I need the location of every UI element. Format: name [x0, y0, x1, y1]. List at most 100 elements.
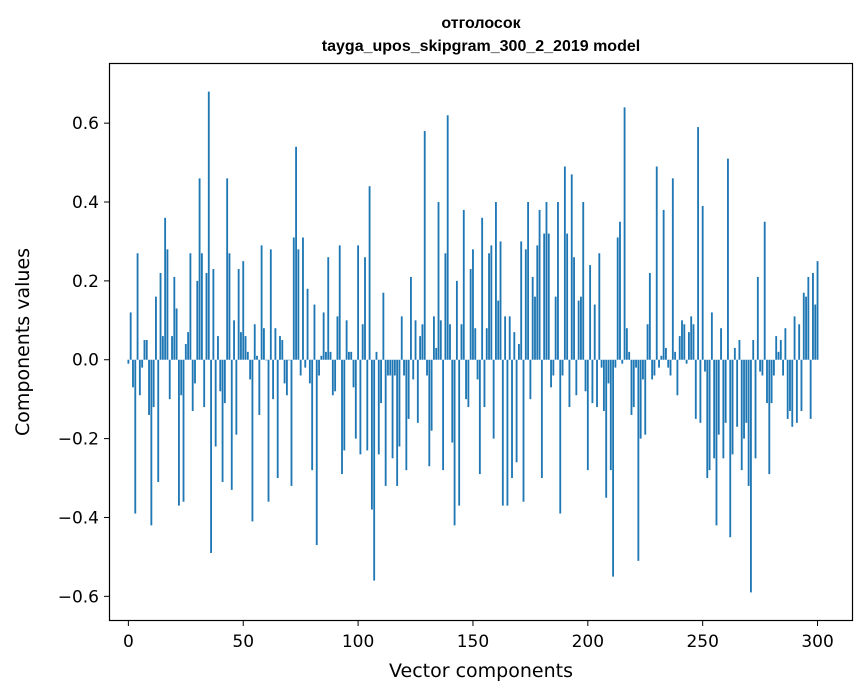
- bar-201: [589, 265, 592, 360]
- bar-31: [198, 178, 201, 360]
- bar-100: [357, 245, 360, 360]
- bar-69: [285, 359, 288, 396]
- bar-223: [639, 359, 642, 439]
- bar-284: [779, 340, 782, 360]
- bar-55: [253, 324, 256, 360]
- bar-71: [290, 359, 293, 486]
- bar-27: [189, 253, 192, 360]
- bar-278: [766, 359, 768, 404]
- bar-267: [740, 359, 743, 471]
- bar-283: [777, 351, 780, 360]
- bar-272: [752, 340, 755, 360]
- bar-73: [295, 146, 297, 360]
- bar-91: [336, 316, 339, 360]
- bar-294: [802, 292, 805, 360]
- bar-28: [191, 359, 194, 411]
- bar-238: [674, 351, 677, 360]
- bar-17: [166, 249, 169, 360]
- bar-64: [274, 328, 277, 360]
- bar-133: [432, 316, 435, 360]
- bar-115: [391, 359, 394, 459]
- bar-139: [446, 115, 449, 360]
- bar-151: [474, 328, 477, 360]
- bar-124: [412, 359, 415, 380]
- bar-263: [731, 359, 734, 455]
- bar-84: [320, 355, 323, 360]
- x-axis-ticks: 0 50 100 150 200 250 300: [123, 620, 834, 652]
- y-tick-label: −0.2: [58, 430, 99, 450]
- bar-13: [157, 359, 160, 482]
- bar-62: [269, 249, 272, 360]
- bar-63: [272, 359, 275, 400]
- bar-24: [182, 359, 185, 502]
- bar-109: [377, 359, 380, 455]
- bar-219: [630, 359, 633, 415]
- x-tick-label: 150: [457, 632, 489, 652]
- bar-181: [543, 233, 546, 360]
- bar-74: [297, 249, 300, 360]
- bar-126: [416, 359, 419, 423]
- bar-48: [237, 269, 240, 360]
- bar-111: [382, 292, 385, 360]
- bar-203: [593, 304, 596, 360]
- bar-33: [203, 359, 206, 408]
- bar-257: [717, 359, 720, 435]
- bar-169: [515, 359, 518, 463]
- bar-67: [281, 340, 284, 360]
- bar-222: [637, 359, 640, 561]
- bar-135: [437, 202, 440, 360]
- bar-167: [511, 359, 513, 479]
- bar-90: [334, 359, 337, 392]
- x-tick-label: 100: [342, 632, 374, 652]
- bar-285: [782, 359, 784, 376]
- bar-34: [205, 272, 208, 360]
- bar-195: [575, 359, 578, 396]
- bar-175: [529, 359, 532, 400]
- bar-16: [164, 217, 167, 360]
- bar-184: [550, 359, 552, 388]
- bar-70: [288, 359, 291, 361]
- bar-209: [607, 359, 610, 384]
- bar-161: [497, 300, 500, 360]
- bar-30: [196, 280, 199, 360]
- bar-36: [210, 359, 212, 553]
- y-axis-label: Components values: [12, 248, 34, 436]
- bar-287: [786, 359, 789, 419]
- x-tick-label: 0: [123, 632, 134, 652]
- bar-120: [403, 359, 405, 376]
- bar-117: [396, 359, 399, 486]
- bar-221: [635, 359, 637, 368]
- bar-243: [685, 359, 688, 364]
- bar-37: [212, 269, 215, 360]
- bar-93: [341, 359, 343, 475]
- bar-165: [506, 359, 509, 506]
- bar-288: [789, 359, 791, 411]
- bar-292: [798, 324, 801, 360]
- bar-194: [573, 257, 575, 360]
- bar-118: [398, 359, 401, 447]
- bar-208: [605, 359, 608, 498]
- bar-0: [127, 359, 130, 364]
- bar-3: [134, 359, 137, 514]
- y-tick-label: 0.0: [72, 351, 99, 371]
- bar-54: [251, 359, 254, 522]
- bar-122: [407, 359, 410, 419]
- bar-96: [347, 351, 350, 360]
- bar-95: [345, 320, 348, 360]
- bar-295: [805, 296, 807, 360]
- bar-72: [292, 237, 295, 360]
- bar-189: [561, 359, 564, 376]
- bar-22: [178, 359, 180, 506]
- bar-40: [219, 359, 222, 392]
- bar-170: [517, 343, 520, 360]
- bar-56: [256, 355, 258, 360]
- bar-199: [584, 359, 587, 392]
- bar-89: [331, 359, 334, 396]
- bar-80: [311, 359, 314, 471]
- bar-116: [393, 359, 396, 376]
- bar-83: [318, 359, 320, 376]
- bar-191: [566, 233, 569, 360]
- bar-60: [265, 359, 268, 361]
- bar-262: [729, 359, 732, 538]
- bar-38: [214, 359, 217, 447]
